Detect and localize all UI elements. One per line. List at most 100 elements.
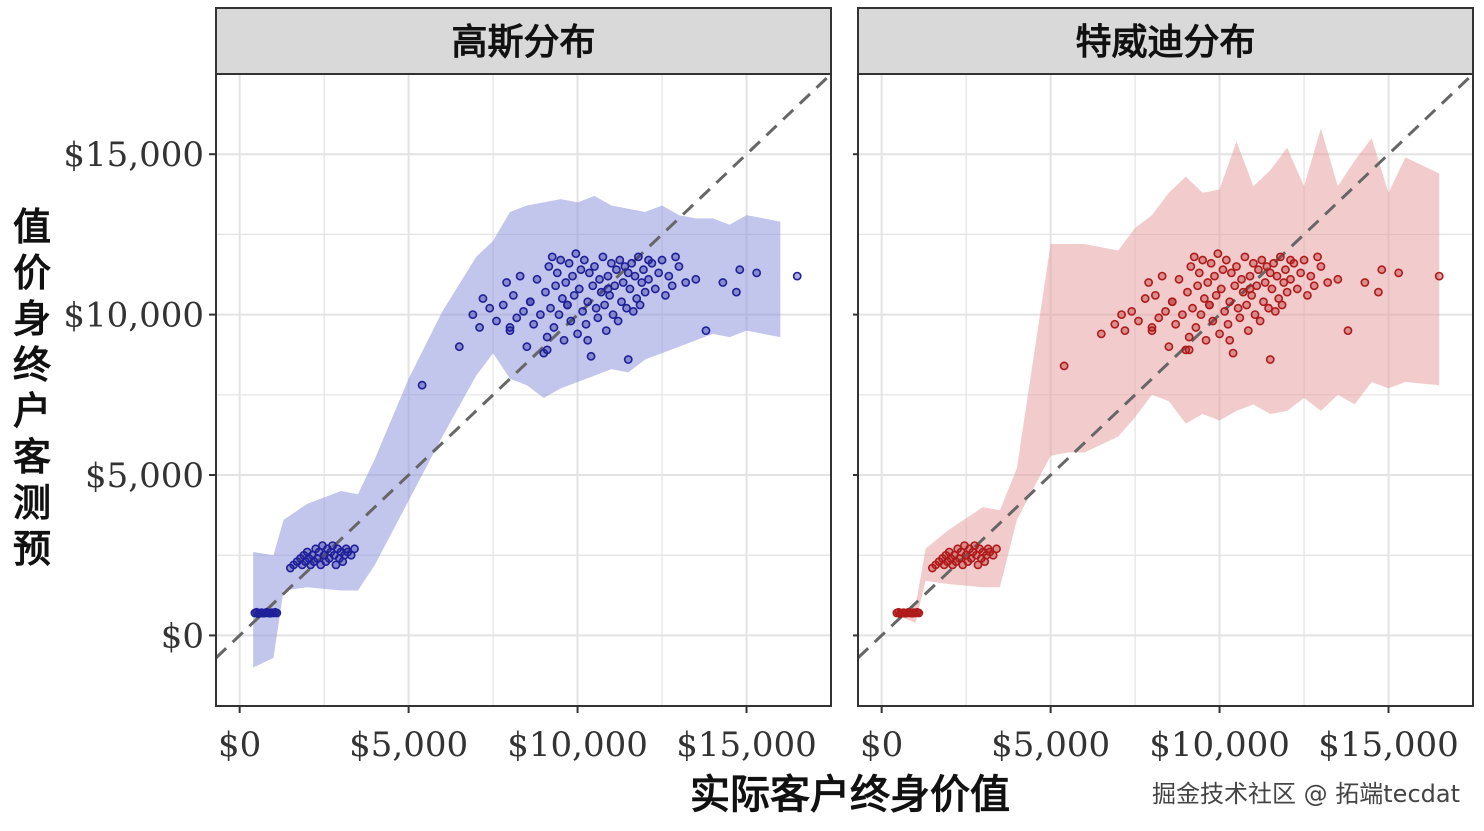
data-point bbox=[735, 265, 745, 275]
data-point bbox=[574, 284, 584, 294]
watermark-text: 掘金技术社区 @ 拓端tecdat bbox=[1152, 780, 1460, 808]
data-point bbox=[593, 313, 603, 323]
data-point bbox=[1193, 281, 1203, 291]
data-point bbox=[1230, 281, 1240, 291]
data-point bbox=[1277, 300, 1287, 310]
data-point bbox=[544, 262, 554, 271]
data-point bbox=[1164, 342, 1174, 352]
data-point bbox=[532, 274, 542, 284]
data-point bbox=[1134, 316, 1143, 326]
data-point bbox=[549, 323, 559, 332]
data-point bbox=[1174, 274, 1184, 284]
data-point bbox=[1252, 281, 1262, 291]
data-point bbox=[478, 294, 488, 303]
data-point bbox=[546, 303, 555, 313]
data-point bbox=[1272, 271, 1282, 281]
data-point bbox=[515, 271, 525, 281]
x-tick-label: $0 bbox=[218, 725, 261, 765]
data-point bbox=[628, 307, 638, 316]
facet-strip-label: 高斯分布 bbox=[451, 22, 595, 63]
data-point bbox=[1323, 278, 1333, 287]
x-tick-label: $5,000 bbox=[349, 725, 468, 765]
data-point bbox=[1250, 310, 1260, 320]
data-point bbox=[578, 307, 588, 316]
data-point bbox=[350, 544, 359, 554]
data-point bbox=[718, 278, 728, 287]
data-point bbox=[417, 380, 427, 390]
data-point bbox=[569, 290, 579, 300]
data-point bbox=[505, 323, 515, 332]
data-point bbox=[627, 258, 637, 268]
data-point bbox=[654, 268, 664, 278]
x-tick-label: $5,000 bbox=[991, 725, 1110, 765]
data-point bbox=[508, 290, 518, 300]
data-point bbox=[590, 262, 599, 271]
data-point bbox=[1196, 310, 1206, 320]
data-point bbox=[612, 265, 621, 275]
data-point bbox=[468, 310, 478, 320]
data-point bbox=[1265, 268, 1275, 278]
data-point bbox=[623, 268, 633, 278]
y-tick-label: $15,000 bbox=[63, 135, 204, 175]
data-point bbox=[1189, 252, 1199, 262]
y-axis-title-char: 客 bbox=[13, 435, 51, 479]
data-point bbox=[1177, 310, 1187, 320]
data-point bbox=[586, 351, 596, 361]
data-point bbox=[547, 252, 557, 262]
data-point bbox=[1255, 316, 1265, 326]
data-point bbox=[454, 342, 464, 352]
y-tick-label: $0 bbox=[161, 616, 204, 656]
data-point bbox=[1245, 284, 1255, 294]
data-point bbox=[1220, 307, 1230, 316]
data-point bbox=[1281, 265, 1290, 275]
data-point bbox=[639, 265, 648, 275]
data-point bbox=[1242, 300, 1251, 310]
y-axis-title-char: 值 bbox=[13, 205, 51, 249]
data-point bbox=[529, 319, 539, 329]
data-point bbox=[630, 271, 640, 281]
data-point bbox=[485, 303, 495, 313]
data-point bbox=[1206, 258, 1216, 268]
data-point bbox=[644, 274, 653, 284]
data-point bbox=[1120, 326, 1130, 336]
data-point bbox=[1225, 335, 1235, 345]
data-point bbox=[1205, 300, 1214, 310]
data-point bbox=[1201, 335, 1211, 345]
data-point bbox=[613, 316, 623, 326]
data-point bbox=[1203, 278, 1213, 287]
data-point bbox=[1232, 262, 1241, 271]
data-point bbox=[1228, 348, 1238, 358]
data-point bbox=[1245, 271, 1255, 281]
y-tick-label: $10,000 bbox=[63, 296, 204, 336]
data-point bbox=[640, 287, 650, 297]
reference-line bbox=[216, 74, 831, 659]
data-point bbox=[1267, 284, 1277, 294]
data-point bbox=[1259, 297, 1268, 307]
y-axis-title-char: 身 bbox=[13, 297, 51, 341]
data-point bbox=[498, 300, 508, 310]
data-point bbox=[583, 297, 593, 307]
data-point bbox=[644, 255, 653, 265]
panel-border bbox=[215, 73, 832, 707]
data-point bbox=[610, 281, 620, 291]
data-point bbox=[1309, 281, 1319, 291]
data-point bbox=[1167, 297, 1177, 307]
data-point bbox=[596, 287, 606, 297]
data-point bbox=[1147, 323, 1157, 332]
data-point bbox=[1161, 307, 1170, 316]
data-point bbox=[1269, 258, 1279, 268]
data-point bbox=[535, 310, 545, 320]
data-point bbox=[1343, 326, 1353, 336]
data-point bbox=[691, 274, 701, 284]
data-point bbox=[1218, 265, 1228, 275]
data-point bbox=[671, 252, 680, 262]
data-point bbox=[1223, 319, 1233, 329]
data-point bbox=[1221, 255, 1231, 265]
data-point bbox=[681, 278, 691, 287]
data-point bbox=[588, 281, 598, 291]
data-point bbox=[1264, 303, 1273, 313]
data-point bbox=[1254, 265, 1263, 275]
x-axis-title: 实际客户终身价值 bbox=[690, 772, 1010, 818]
data-point bbox=[1303, 290, 1312, 300]
data-point bbox=[1282, 287, 1292, 297]
